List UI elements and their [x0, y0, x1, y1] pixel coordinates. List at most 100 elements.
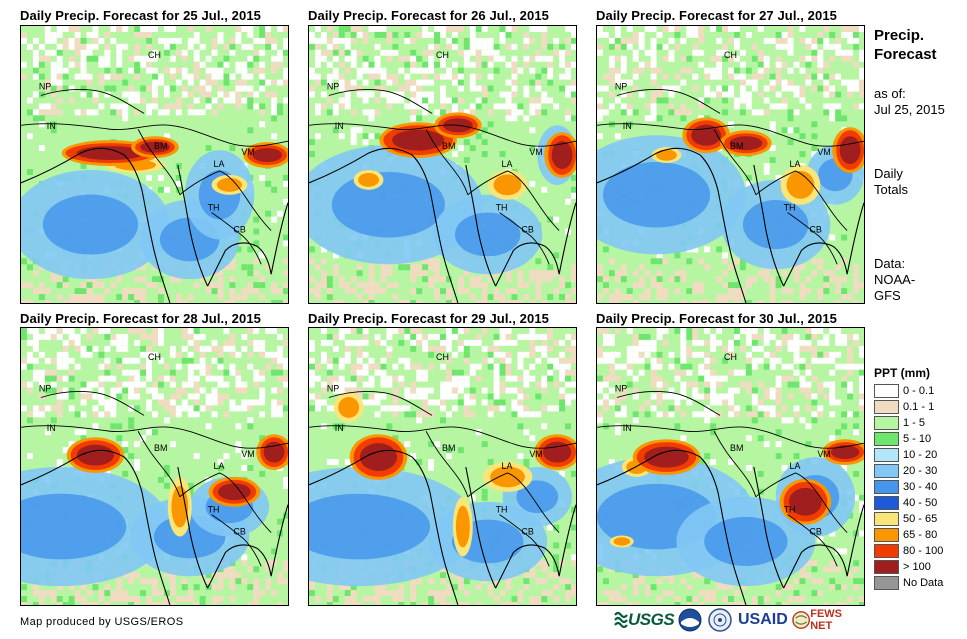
as-of-date: Jul 25, 2015: [874, 102, 945, 117]
country-label-cb: CB: [233, 527, 245, 537]
country-borders: [21, 391, 288, 567]
legend-swatch: [874, 560, 899, 574]
country-label-np: NP: [615, 384, 627, 394]
legend-row: 10 - 20: [874, 447, 943, 463]
daily-totals-text: Daily Totals: [874, 166, 908, 198]
noaa-seal-icon: [678, 608, 702, 632]
map-panel-2: CH NP IN BM LA VM TH CB: [308, 25, 577, 304]
legend-swatch: [874, 464, 899, 478]
legend-row: 0.1 - 1: [874, 399, 943, 415]
legend-row: 40 - 50: [874, 495, 943, 511]
usgs-wave-icon: [614, 611, 628, 629]
legend-label: 80 - 100: [903, 545, 944, 557]
legend-title: PPT (mm): [874, 366, 931, 380]
country-label-la: LA: [790, 159, 801, 169]
legend-swatch: [874, 432, 899, 446]
as-of-label: as of:: [874, 86, 906, 101]
country-borders: [309, 391, 576, 567]
country-label-vm: VM: [529, 147, 542, 157]
country-label-cb: CB: [233, 225, 245, 235]
data-source-line2: GFS: [874, 288, 901, 303]
usgs-wordmark: USGS: [628, 610, 675, 629]
country-label-la: LA: [214, 159, 225, 169]
legend-swatch: [874, 416, 899, 430]
country-label-cb: CB: [809, 527, 821, 537]
sidebar-title-line2: Forecast: [874, 46, 937, 63]
country-label-th: TH: [496, 505, 508, 515]
map-credit: Map produced by USGS/EROS: [20, 616, 184, 628]
country-label-in: IN: [47, 423, 56, 433]
as-of-text: as of: Jul 25, 2015: [874, 86, 945, 118]
country-label-ch: CH: [436, 50, 449, 60]
legend-swatch: [874, 496, 899, 510]
map-panel-1: CH NP IN BM LA VM TH CB: [20, 25, 289, 304]
data-label: Data:: [874, 256, 906, 271]
usaid-logo: USAID: [738, 606, 788, 634]
country-borders: [309, 89, 576, 265]
legend-row: No Data: [874, 575, 943, 591]
country-label-cb: CB: [521, 225, 533, 235]
legend-row: > 100: [874, 559, 943, 575]
country-label-vm: VM: [241, 147, 254, 157]
country-label-np: NP: [39, 82, 51, 92]
data-source-line1: NOAA-: [874, 272, 916, 287]
country-label-ch: CH: [724, 50, 737, 60]
legend-label: 50 - 65: [903, 513, 938, 525]
usgs-logo: USGS: [614, 606, 675, 634]
coastline: [309, 449, 576, 605]
fews-globe-icon: [792, 611, 810, 629]
map-panel-4: CH NP IN BM LA VM TH CB: [20, 327, 289, 606]
country-label-ch: CH: [148, 50, 161, 60]
legend-row: 50 - 65: [874, 511, 943, 527]
panel-title-6: Daily Precip. Forecast for 30 Jul., 2015: [596, 311, 838, 326]
country-label-ch: CH: [436, 352, 449, 362]
country-label-vm: VM: [817, 147, 830, 157]
country-label-vm: VM: [529, 449, 542, 459]
country-label-bm: BM: [730, 443, 743, 453]
panel-title-1: Daily Precip. Forecast for 25 Jul., 2015: [20, 8, 262, 23]
map-panel-5: CH NP IN BM LA VM TH CB: [308, 327, 577, 606]
legend-swatch: [874, 448, 899, 462]
legend-swatch: [874, 512, 899, 526]
country-label-ch: CH: [148, 352, 161, 362]
legend-row: 5 - 10: [874, 431, 943, 447]
legend-row: 1 - 5: [874, 415, 943, 431]
country-borders: [21, 89, 288, 265]
country-label-in: IN: [47, 121, 56, 131]
legend-label: > 100: [903, 561, 931, 573]
country-label-ch: CH: [724, 352, 737, 362]
data-source-text: Data: NOAA- GFS: [874, 256, 915, 304]
country-label-th: TH: [208, 203, 220, 213]
country-label-la: LA: [790, 461, 801, 471]
country-label-bm: BM: [442, 443, 455, 453]
usaid-wordmark: USAID: [738, 611, 788, 628]
country-label-bm: BM: [730, 141, 743, 151]
department-seal: [708, 606, 732, 634]
country-label-bm: BM: [442, 141, 455, 151]
legend-label: 20 - 30: [903, 465, 938, 477]
legend-label: 65 - 80: [903, 529, 938, 541]
panel-title-3: Daily Precip. Forecast for 27 Jul., 2015: [596, 8, 838, 23]
coastline: [21, 147, 288, 303]
country-label-th: TH: [496, 203, 508, 213]
country-label-in: IN: [335, 121, 344, 131]
legend-swatch: [874, 480, 899, 494]
partner-logos: USGS USAID FEWS NET: [614, 606, 862, 634]
daily-label: Daily: [874, 166, 903, 181]
coastline: [21, 449, 288, 605]
legend-row: 65 - 80: [874, 527, 943, 543]
legend-label: 10 - 20: [903, 449, 938, 461]
country-label-np: NP: [327, 384, 339, 394]
country-borders: [597, 89, 864, 265]
legend-label: 30 - 40: [903, 481, 938, 493]
country-borders: [597, 391, 864, 567]
seal-icon: [708, 608, 732, 632]
country-label-bm: BM: [154, 443, 167, 453]
country-label-th: TH: [784, 505, 796, 515]
map-panel-6: CH NP IN BM LA VM TH CB: [596, 327, 865, 606]
coastline: [597, 147, 864, 303]
coastline: [309, 147, 576, 303]
precip-map-3: CH NP IN BM LA VM TH CB: [597, 26, 864, 303]
totals-label: Totals: [874, 182, 908, 197]
fews-net-logo: FEWS NET: [792, 606, 862, 634]
